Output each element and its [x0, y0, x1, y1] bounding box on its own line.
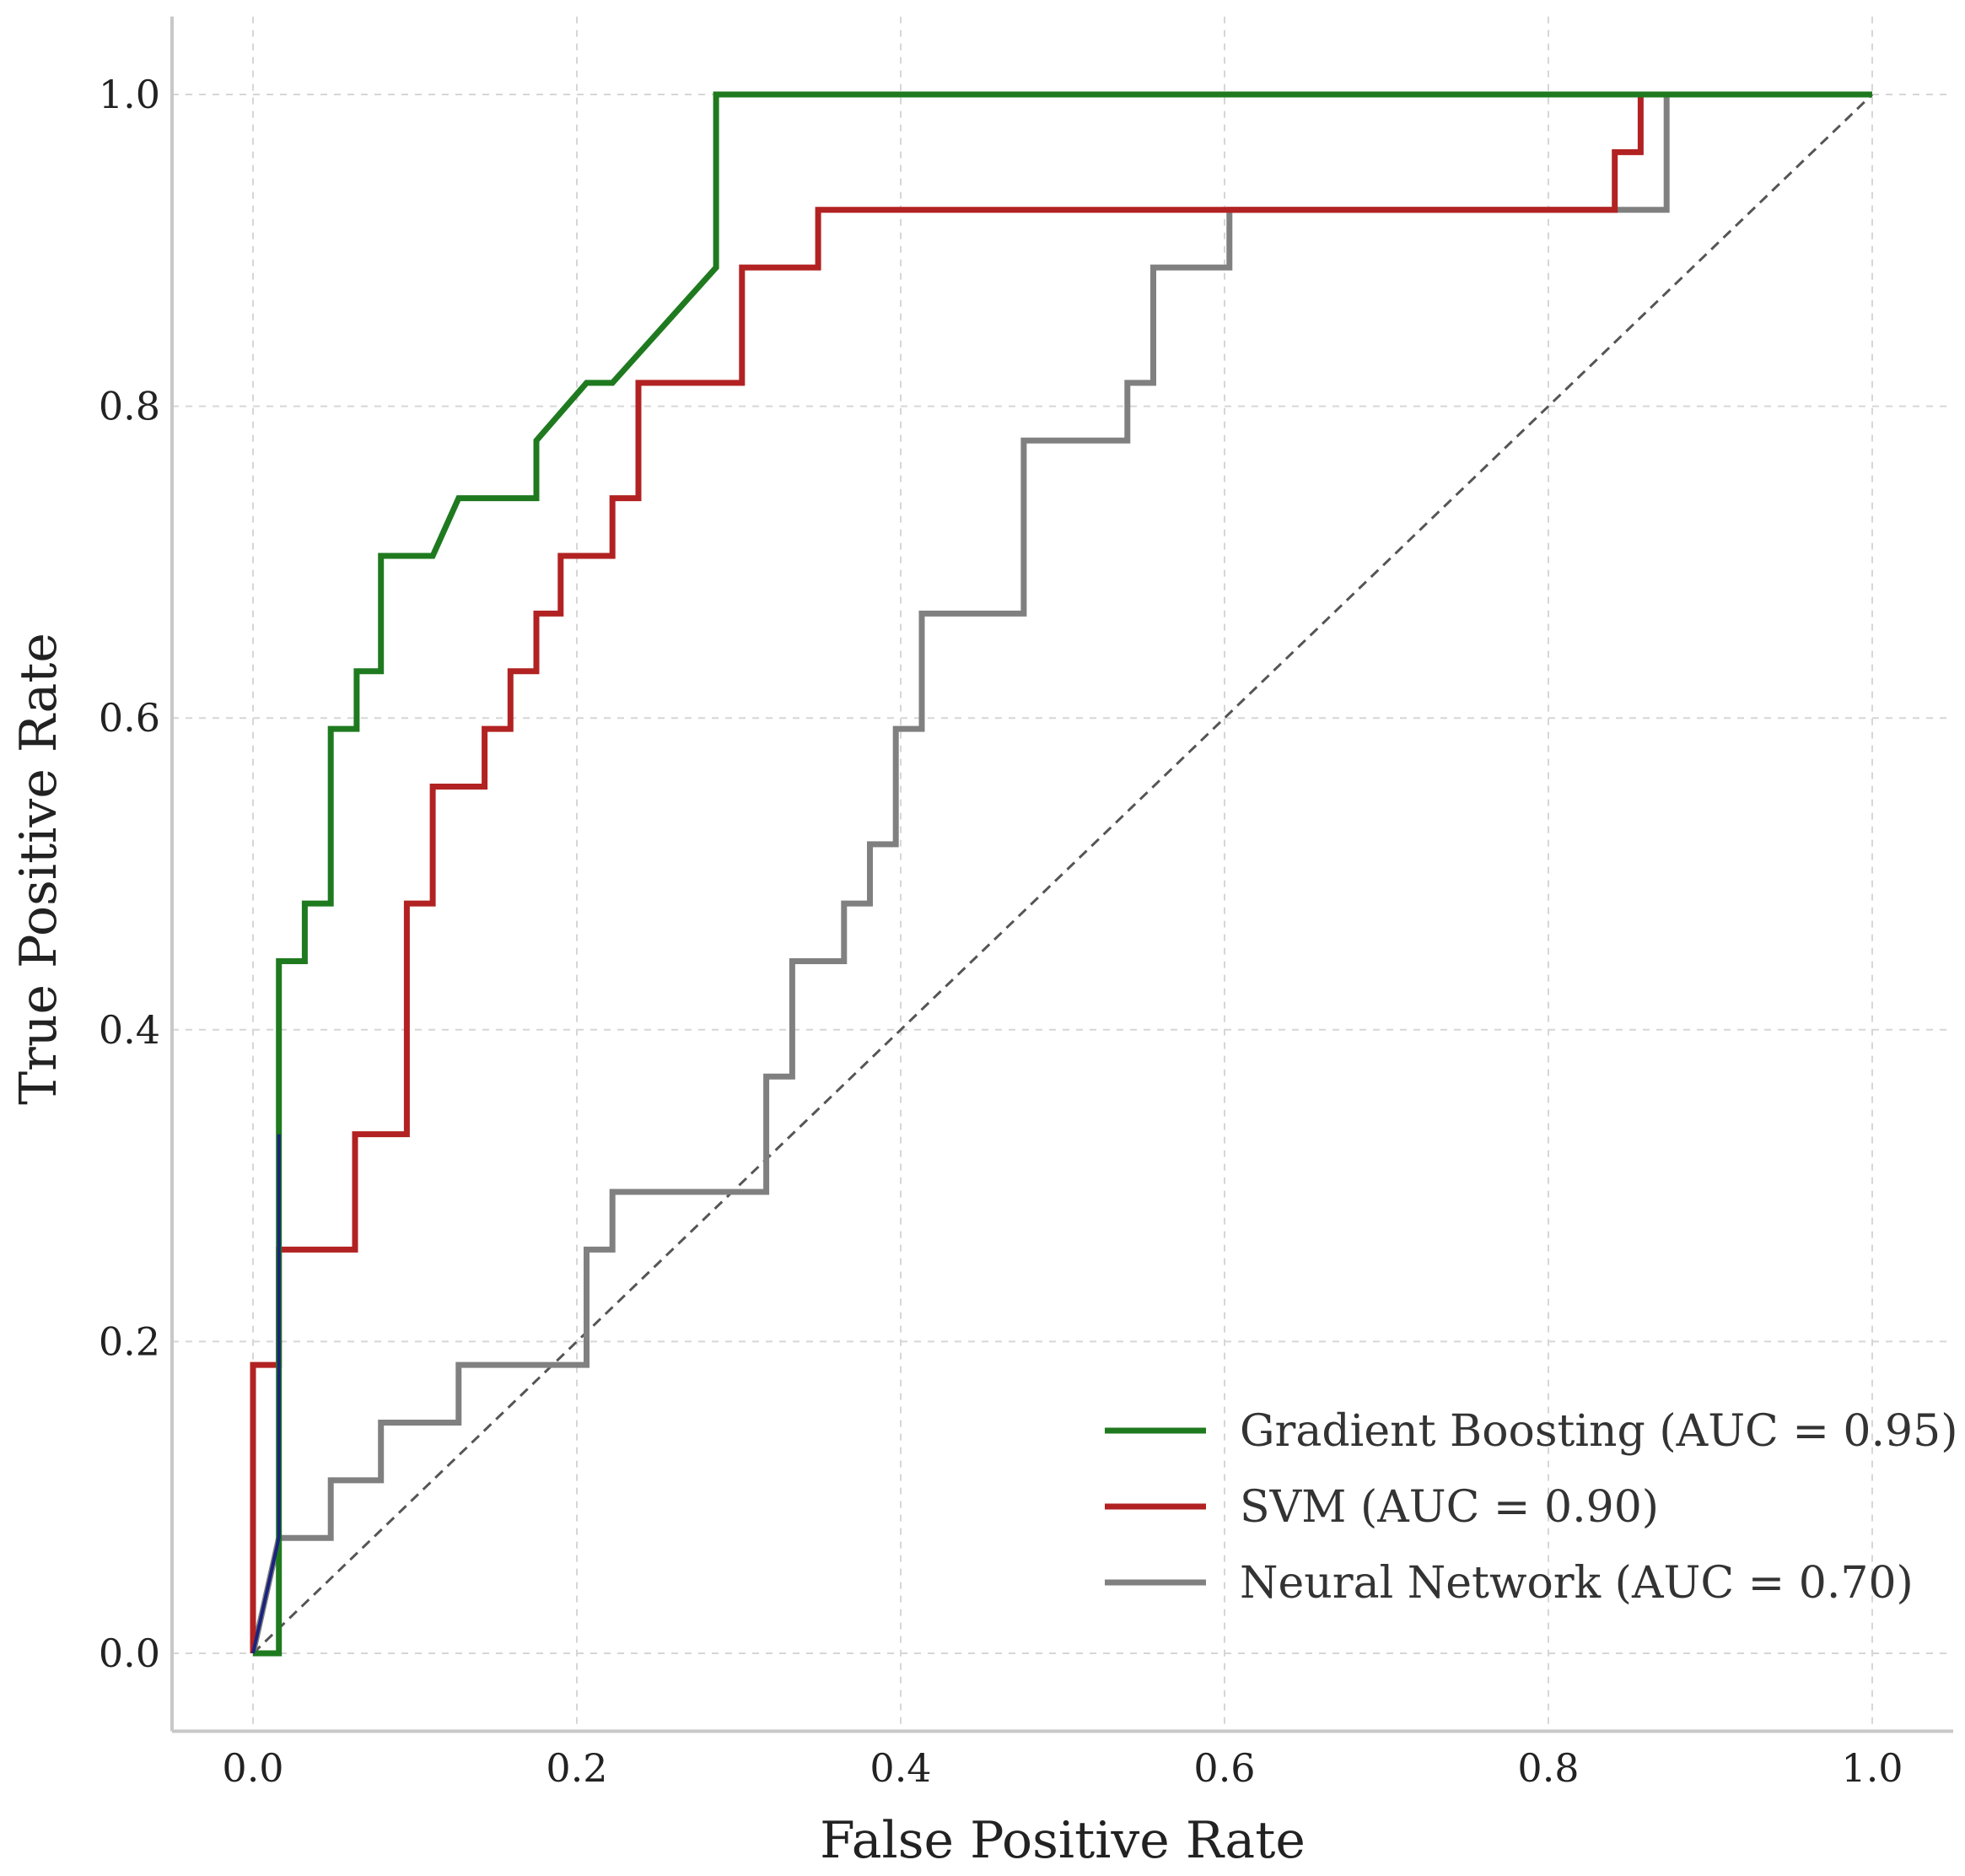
legend-label-0: Gradient Boosting (AUC = 0.95): [1240, 1406, 1958, 1457]
y-tick-label-3: 0.6: [99, 695, 160, 741]
x-tick-label-2: 0.4: [869, 1745, 931, 1791]
series-layer: [250, 91, 1872, 1657]
series-line-0: [253, 91, 1872, 1657]
artifact-series-line: [251, 1134, 281, 1654]
x-tick-label-5: 1.0: [1841, 1745, 1903, 1791]
x-tick-label-1: 0.2: [546, 1745, 607, 1791]
axis-layer: [170, 16, 1953, 1733]
y-tick-label-4: 0.8: [99, 384, 160, 429]
legend: Gradient Boosting (AUC = 0.95) SVM (AUC =…: [1105, 1406, 1958, 1609]
y-axis-label: True Positive Rate: [9, 633, 68, 1105]
y-tick-label-5: 1.0: [99, 72, 160, 117]
series-line-2: [250, 91, 1872, 1654]
legend-label-2: Neural Network (AUC = 0.70): [1240, 1558, 1914, 1609]
y-tick-label-2: 0.4: [99, 1007, 160, 1053]
x-axis-label: False Positive Rate: [820, 1811, 1306, 1870]
y-tick-label-0: 0.0: [99, 1631, 160, 1676]
x-tick-label-0: 0.0: [222, 1745, 283, 1791]
series-line-1: [250, 91, 1872, 1653]
grid-layer: [172, 16, 1953, 1732]
chance-diagonal-line: [251, 93, 1874, 1655]
x-tick-label-4: 0.8: [1517, 1745, 1579, 1791]
y-tick-labels: 0.0 0.2 0.4 0.6 0.8 1.0: [99, 72, 160, 1676]
y-tick-label-1: 0.2: [99, 1318, 160, 1364]
x-tick-label-3: 0.6: [1193, 1745, 1255, 1791]
reference-layer: [251, 93, 1874, 1655]
x-tick-labels: 0.0 0.2 0.4 0.6 0.8 1.0: [222, 1745, 1903, 1791]
legend-label-1: SVM (AUC = 0.90): [1240, 1482, 1659, 1533]
